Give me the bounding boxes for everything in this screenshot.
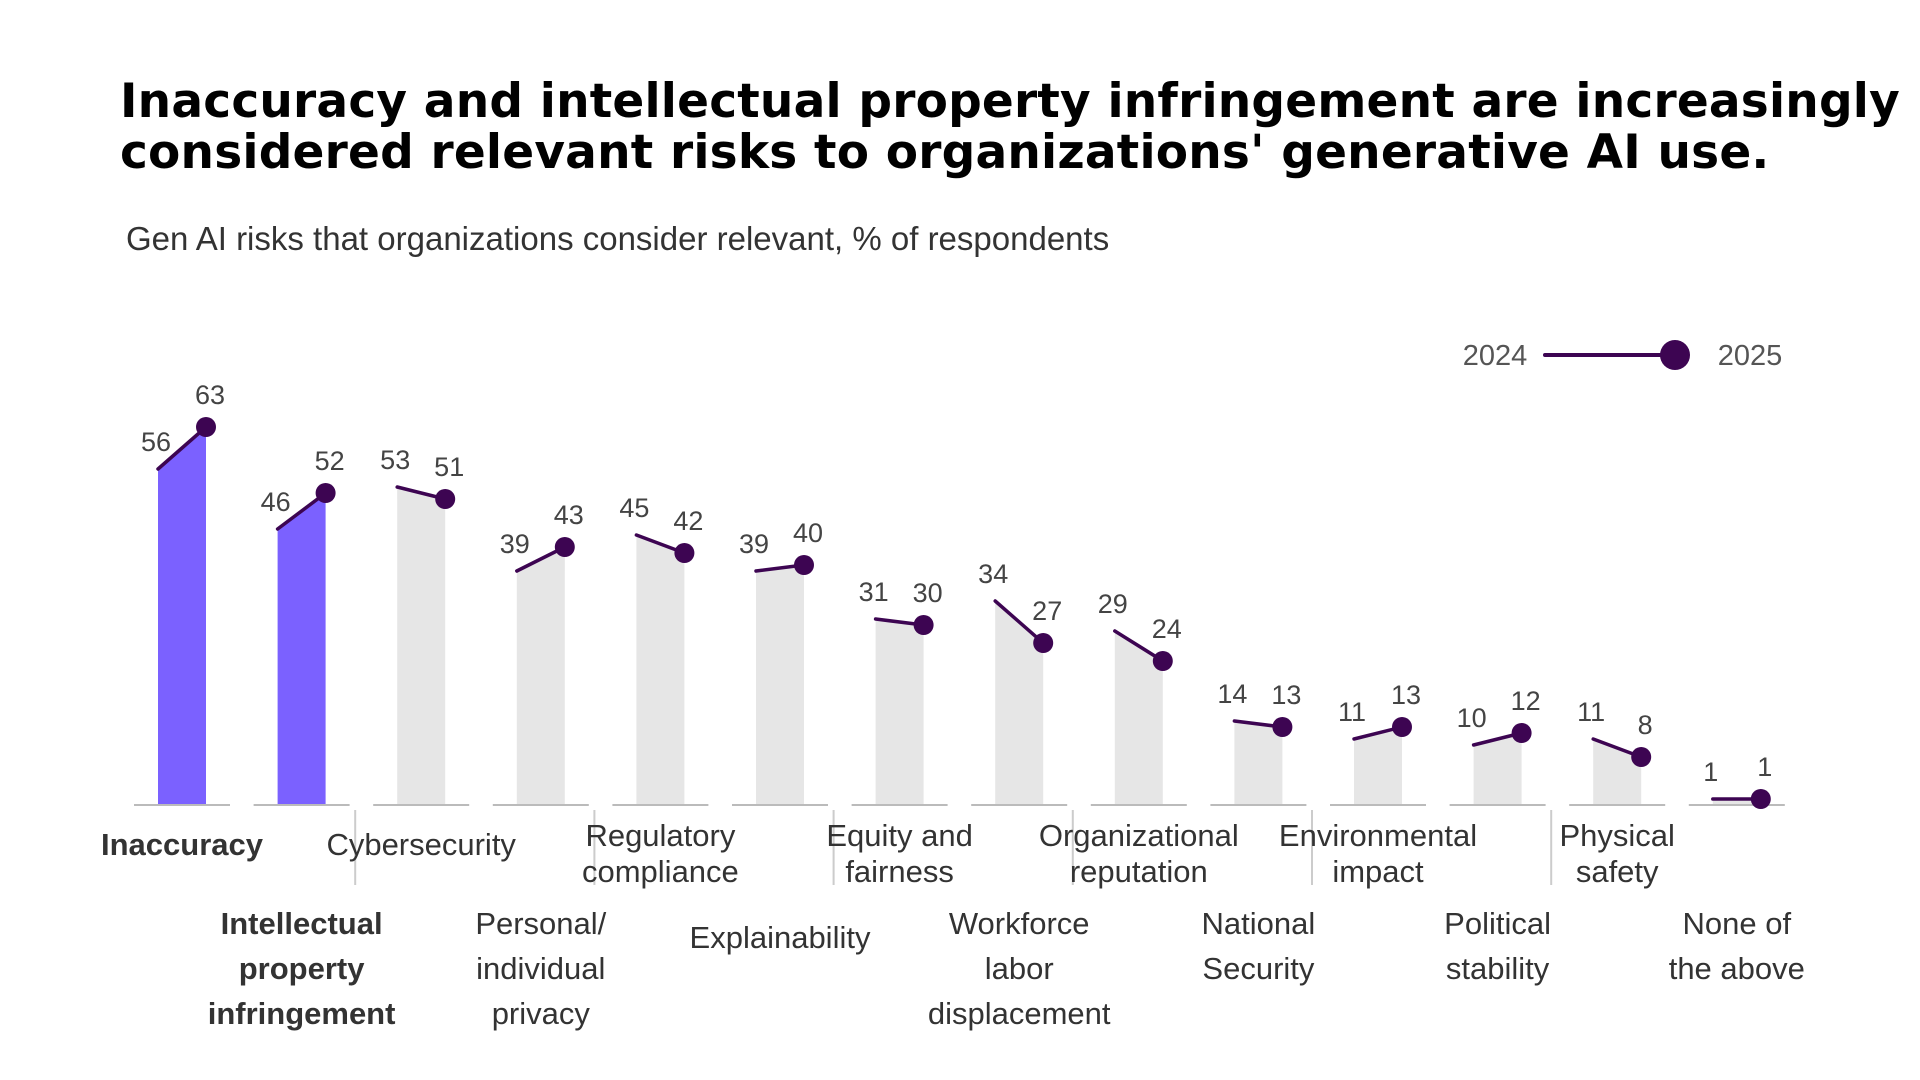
dot-2025-intellectual-property-infringement — [315, 483, 336, 503]
bar-political-stability — [1473, 733, 1522, 805]
value-2024-physical-safety: 11 — [1577, 697, 1605, 727]
dot-2025-none-of-the-above — [1750, 789, 1771, 809]
bar-workforce-labor-displacement — [995, 601, 1044, 805]
bar-environmental-impact — [1354, 727, 1402, 805]
chart-subtitle: Gen AI risks that organizations consider… — [126, 220, 1110, 257]
bar-inaccuracy — [158, 427, 206, 805]
value-2024-environmental-impact: 11 — [1338, 697, 1366, 727]
category-label-none-of-the-above: None of the above — [1669, 906, 1805, 986]
dot-2025-inaccuracy — [196, 417, 216, 437]
category-label-workforce-labor-displacement: Workforce labor displacement — [928, 906, 1111, 1031]
dot-2025-organizational-reputation — [1152, 651, 1173, 671]
change-line-workforce-labor-displacement — [993, 599, 1045, 645]
value-labels-group: 56 63 46 52 53 51 39 43 45 42 39 40 31 30 34 27 29 24 14 13… — [141, 380, 1772, 787]
category-label-national-security: National Security — [1202, 906, 1316, 986]
bar-cybersecurity — [397, 487, 446, 805]
value-2025-explainability: 40 — [793, 518, 823, 548]
value-2024-intellectual-property-infringement: 46 — [261, 487, 291, 517]
dot-2025-explainability — [794, 555, 814, 575]
value-2025-political-stability: 12 — [1511, 686, 1541, 716]
value-2025-intellectual-property-infringement: 52 — [315, 446, 345, 476]
legend-label-2024: 2024 — [1463, 340, 1528, 372]
dot-2025-cybersecurity — [435, 489, 456, 509]
dot-2025-regulatory-compliance — [674, 543, 695, 563]
bar-regulatory-compliance — [636, 535, 685, 805]
value-2024-organizational-reputation: 29 — [1098, 589, 1128, 619]
bar-explainability — [756, 565, 804, 805]
dot-2025-environmental-impact — [1392, 717, 1412, 737]
value-2024-none-of-the-above: 1 — [1703, 757, 1718, 787]
bar-organizational-reputation — [1114, 631, 1163, 805]
category-label-organizational-reputation: Organizational reputation — [1039, 818, 1239, 889]
chart-title-line-1: Inaccuracy and intellectual property inf… — [120, 74, 1900, 129]
dot-2025-physical-safety — [1631, 747, 1652, 767]
dot-2025-workforce-labor-displacement — [1033, 633, 1054, 653]
dot-2025-political-stability — [1511, 723, 1532, 743]
value-2025-equity-and-fairness: 30 — [913, 578, 943, 608]
value-2025-physical-safety: 8 — [1638, 710, 1653, 740]
value-2025-none-of-the-above: 1 — [1757, 752, 1772, 782]
dot-2025-personal-individual-privacy — [554, 537, 575, 557]
value-2024-personal-individual-privacy: 39 — [500, 529, 530, 559]
legend: 2024 2025 — [1463, 340, 1783, 372]
change-lines-group — [156, 417, 1771, 809]
value-2024-political-stability: 10 — [1457, 703, 1487, 733]
value-2025-personal-individual-privacy: 43 — [554, 500, 584, 530]
category-label-environmental-impact: Environmental impact — [1279, 818, 1477, 889]
value-2025-regulatory-compliance: 42 — [673, 506, 703, 536]
value-2024-national-security: 14 — [1217, 679, 1247, 709]
dot-2025-national-security — [1272, 717, 1293, 737]
category-label-physical-safety: Physical safety — [1559, 818, 1674, 889]
category-label-personal-individual-privacy: Personal/individual privacy — [475, 906, 606, 1031]
category-label-regulatory-compliance: Regulatory compliance — [582, 818, 739, 889]
value-2024-workforce-labor-displacement: 34 — [978, 559, 1008, 589]
chart-title-line-2: considered relevant risks to organizatio… — [120, 125, 1770, 180]
value-2025-environmental-impact: 13 — [1391, 680, 1421, 710]
bar-national-security — [1234, 721, 1283, 805]
chart-title: Inaccuracy and intellectual property inf… — [120, 76, 1910, 178]
value-2024-regulatory-compliance: 45 — [619, 493, 649, 523]
category-label-cybersecurity: Cybersecurity — [326, 827, 516, 862]
value-2025-cybersecurity: 51 — [434, 452, 464, 482]
bars-group — [158, 427, 1761, 805]
category-labels-group: Inaccuracy Intellectual property infringeme… — [101, 818, 1805, 1031]
legend-dot — [1660, 340, 1690, 370]
value-2024-inaccuracy: 56 — [141, 427, 171, 457]
category-label-inaccuracy: Inaccuracy — [101, 827, 264, 862]
value-2024-equity-and-fairness: 31 — [859, 577, 889, 607]
category-label-intellectual-property-infringement: Intellectual property infringement — [208, 906, 396, 1031]
category-label-political-stability: Political stability — [1444, 906, 1551, 986]
value-2025-national-security: 13 — [1271, 680, 1301, 710]
bar-equity-and-fairness — [875, 619, 924, 805]
change-line-inaccuracy — [156, 425, 208, 471]
category-label-explainability: Explainability — [690, 920, 871, 955]
dot-2025-equity-and-fairness — [913, 615, 934, 635]
baseline-axis — [134, 804, 1785, 885]
value-2025-workforce-labor-displacement: 27 — [1032, 596, 1062, 626]
bar-physical-safety — [1593, 739, 1642, 805]
value-2024-explainability: 39 — [739, 529, 769, 559]
bar-personal-individual-privacy — [516, 547, 565, 805]
value-2025-organizational-reputation: 24 — [1152, 614, 1182, 644]
legend-label-2025: 2025 — [1718, 340, 1783, 372]
bar-intellectual-property-infringement — [277, 493, 326, 805]
category-label-equity-and-fairness: Equity and fairness — [826, 818, 973, 889]
value-2024-cybersecurity: 53 — [380, 445, 410, 475]
value-2025-inaccuracy: 63 — [195, 380, 225, 410]
